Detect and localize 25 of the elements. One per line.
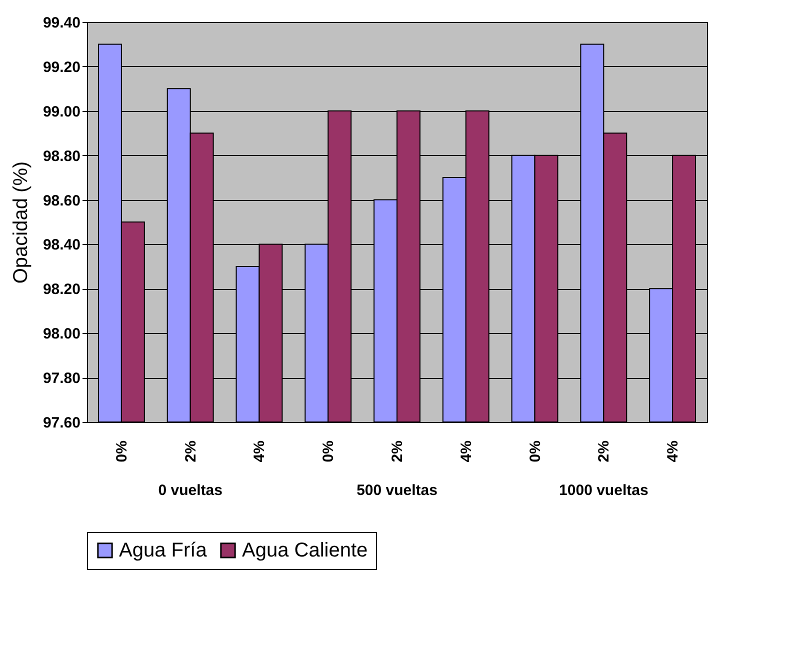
x-tick-label: 4% (251, 440, 268, 462)
text: 0 vueltas (158, 482, 222, 499)
y-tick-label: 99.40 (42, 14, 80, 32)
x-tick-label: 4% (458, 440, 475, 462)
legend-label: Agua Caliente (242, 539, 368, 562)
y-tick-label: 98.20 (42, 281, 80, 298)
y-tick-label: 97.60 (42, 414, 80, 432)
y-tick-label: 98.80 (42, 148, 80, 165)
y-tick-label: 99.20 (42, 58, 80, 76)
x-tick-label: 2% (182, 440, 200, 462)
x-tick-label: 0% (526, 440, 544, 462)
x-tick-label: 0% (320, 440, 338, 462)
y-tick-label: 99.00 (42, 103, 80, 120)
x-tick-label: 2% (596, 440, 613, 462)
x-tick-label: 0% (113, 440, 130, 462)
text: 1000 vueltas (559, 482, 648, 499)
text: 500 vueltas (356, 482, 438, 499)
y-axis-title: Opacidad (%) (10, 161, 32, 284)
y-tick-label: 98.00 (42, 326, 80, 343)
x-tick-label: 2% (389, 440, 406, 462)
legend-label: Agua Fría (119, 539, 208, 562)
y-tick-label: 97.80 (42, 370, 80, 388)
x-tick-label: 4% (664, 440, 682, 462)
y-tick-label: 98.40 (42, 236, 80, 254)
y-tick-label: 98.60 (42, 192, 80, 210)
